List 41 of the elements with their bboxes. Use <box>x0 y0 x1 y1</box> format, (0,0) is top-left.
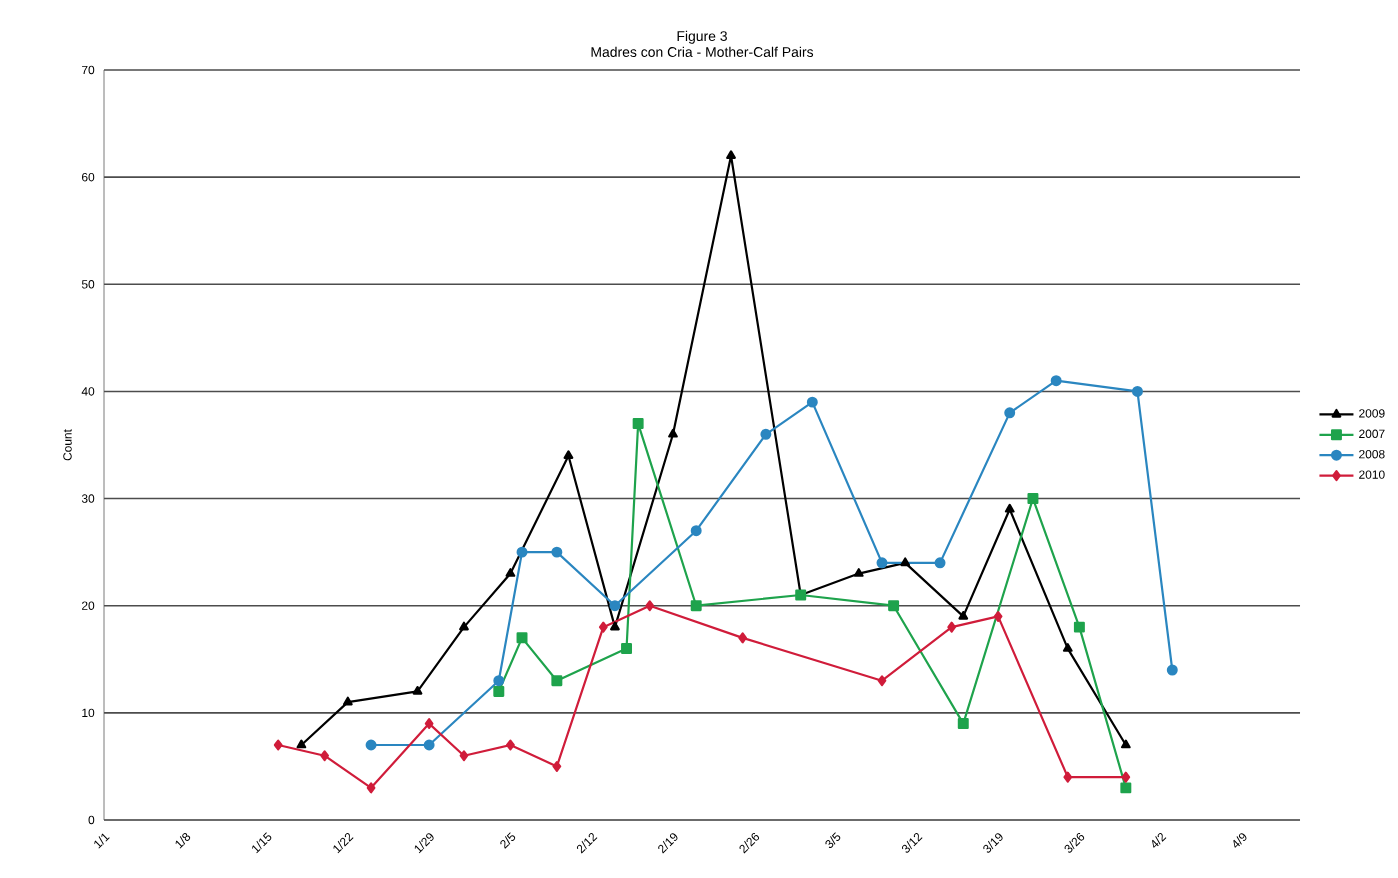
point <box>1062 643 1073 652</box>
point <box>552 760 562 772</box>
point <box>957 718 969 730</box>
point <box>505 568 516 577</box>
point <box>423 739 435 751</box>
point <box>424 718 434 730</box>
point <box>598 621 608 633</box>
point <box>516 632 528 644</box>
point <box>459 621 469 631</box>
point <box>934 557 946 569</box>
point <box>1120 782 1132 794</box>
point <box>493 685 505 697</box>
point <box>1120 739 1131 749</box>
point <box>900 557 911 567</box>
point <box>1027 493 1039 505</box>
point <box>551 546 563 558</box>
point <box>1166 664 1178 676</box>
point <box>493 675 505 687</box>
point <box>1050 375 1062 387</box>
point <box>610 621 620 631</box>
point <box>412 685 423 695</box>
point <box>958 610 969 620</box>
point <box>1121 771 1131 783</box>
point <box>366 782 376 794</box>
point <box>516 546 528 558</box>
point <box>506 739 515 751</box>
point <box>1004 503 1015 513</box>
point <box>365 739 377 751</box>
point <box>1063 771 1073 783</box>
point <box>1004 407 1016 419</box>
point <box>459 750 469 762</box>
point <box>563 450 574 460</box>
point <box>1073 621 1085 633</box>
point <box>342 696 353 706</box>
point <box>888 600 900 612</box>
point <box>320 750 330 762</box>
point <box>609 600 621 612</box>
point <box>993 610 1003 622</box>
point <box>947 621 957 633</box>
point <box>551 675 563 687</box>
point <box>1131 385 1143 397</box>
